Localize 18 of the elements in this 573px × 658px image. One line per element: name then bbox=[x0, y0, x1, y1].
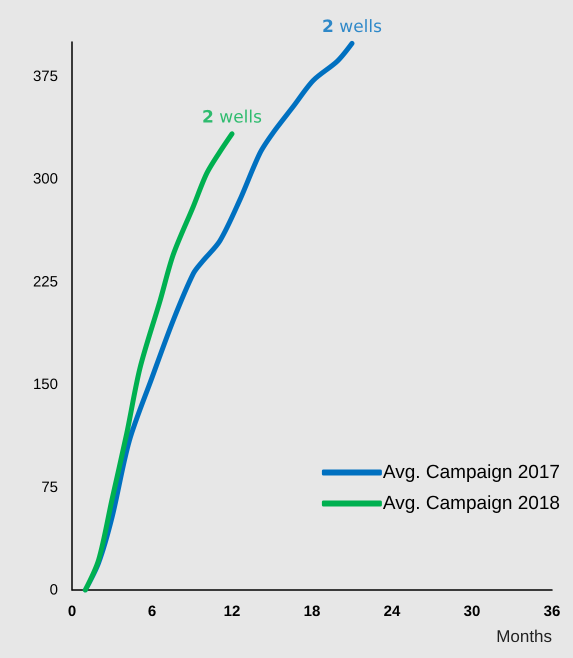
x-tick-label: 36 bbox=[544, 603, 560, 620]
x-axis-title: Months bbox=[496, 627, 552, 646]
y-tick-label: 225 bbox=[32, 273, 58, 290]
legend-label: Avg. Campaign 2018 bbox=[382, 493, 560, 514]
x-tick-label: 0 bbox=[68, 603, 76, 620]
y-tick-label: 300 bbox=[32, 170, 58, 188]
y-tick-label: 150 bbox=[32, 376, 58, 393]
y-tick-label: 375 bbox=[32, 68, 58, 85]
x-tick-label: 18 bbox=[304, 603, 320, 620]
y-tick-label: 0 bbox=[50, 582, 58, 598]
x-tick-label: 24 bbox=[384, 603, 401, 620]
x-tick-label: 30 bbox=[464, 603, 480, 620]
x-tick-label: 12 bbox=[224, 603, 240, 620]
legend-label: Avg. Campaign 2017 bbox=[382, 462, 560, 483]
annotation: 2 wells bbox=[322, 16, 382, 37]
x-tick-label: 6 bbox=[148, 603, 156, 620]
y-tick-label: 75 bbox=[41, 478, 58, 496]
annotation: 2 wells bbox=[202, 107, 262, 128]
